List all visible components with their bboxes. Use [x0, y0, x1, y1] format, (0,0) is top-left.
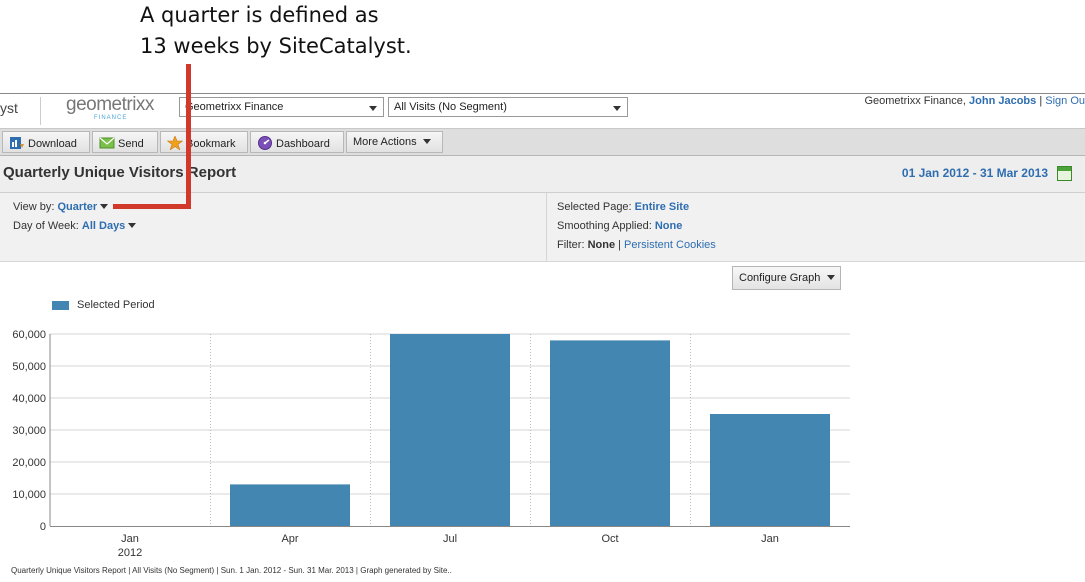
- graph-caption: Quarterly Unique Visitors Report | All V…: [11, 566, 452, 575]
- download-label: Download: [28, 138, 77, 150]
- brand-fragment: yst: [0, 100, 18, 116]
- x-tick-label: Jan: [121, 533, 139, 545]
- x-tick-label: Jul: [443, 533, 457, 545]
- filter-separator: |: [615, 239, 625, 251]
- view-by-option: View by: Quarter: [13, 201, 109, 213]
- user-area: Geometrixx Finance, John Jacobs | Sign O…: [864, 95, 1085, 107]
- date-range-link[interactable]: 01 Jan 2012 - 31 Mar 2013: [901, 166, 1048, 180]
- y-tick-label: 10,000: [12, 489, 46, 501]
- y-tick-label: 20,000: [12, 457, 46, 469]
- chevron-down-icon: [369, 106, 377, 111]
- y-tick-label: 40,000: [12, 393, 46, 405]
- segment-select[interactable]: All Visits (No Segment): [388, 97, 628, 117]
- y-tick-label: 60,000: [12, 329, 46, 341]
- report-title: Quarterly Unique Visitors Report: [3, 164, 237, 181]
- view-by-dropdown[interactable]: Quarter: [57, 201, 98, 213]
- annotation-callout: A quarter is defined as 13 weeks by Site…: [140, 0, 560, 62]
- configure-graph-button[interactable]: Configure Graph: [732, 266, 841, 290]
- filter-value: None: [587, 239, 616, 251]
- y-tick-label: 0: [40, 521, 46, 533]
- day-of-week-option: Day of Week: All Days: [13, 220, 137, 232]
- selected-page-link[interactable]: Entire Site: [634, 201, 690, 213]
- more-actions-button[interactable]: More Actions: [346, 131, 443, 153]
- send-label: Send: [118, 138, 144, 150]
- user-name-link[interactable]: John Jacobs: [969, 95, 1037, 107]
- more-actions-label: More Actions: [353, 136, 417, 148]
- chevron-down-icon[interactable]: [128, 223, 137, 228]
- dashboard-button[interactable]: Dashboard: [250, 131, 344, 153]
- y-tick-label: 30,000: [12, 425, 46, 437]
- smoothing-label: Smoothing Applied:: [557, 220, 655, 232]
- bar: [710, 414, 830, 526]
- callout-arrow-horizontal: [113, 204, 191, 209]
- user-company: Geometrixx Finance,: [864, 95, 970, 107]
- filter-label: Filter:: [557, 239, 588, 251]
- x-tick-label: 2012: [118, 547, 142, 559]
- day-of-week-dropdown[interactable]: All Days: [81, 220, 126, 232]
- filter-option: Filter: None | Persistent Cookies: [557, 239, 716, 251]
- bar-chart: 0 10,000 20,000 30,000 40,000 50,000 60,000 Jan…: [12, 329, 850, 559]
- callout-line-2: 13 weeks by SiteCatalyst.: [140, 34, 412, 58]
- chevron-down-icon: [613, 106, 621, 111]
- callout-line-1: A quarter is defined as: [140, 3, 379, 27]
- top-bar: yst geometrixx FINANCE Geometrixx Financ…: [0, 94, 1085, 128]
- bookmark-button[interactable]: Bookmark: [160, 131, 248, 153]
- callout-arrow-vertical: [186, 64, 191, 209]
- logo-text: geometrixx: [66, 94, 154, 115]
- sitecatalyst-window: yst geometrixx FINANCE Geometrixx Financ…: [0, 93, 1085, 582]
- report-suite-select[interactable]: Geometrixx Finance: [179, 97, 384, 117]
- star-icon: [166, 135, 184, 151]
- user-separator: |: [1036, 95, 1046, 107]
- sign-out-link[interactable]: Sign Ou: [1045, 95, 1085, 107]
- download-button[interactable]: Download: [2, 131, 90, 153]
- persistent-cookies-link[interactable]: Persistent Cookies: [624, 239, 716, 251]
- legend-label: Selected Period: [77, 299, 155, 311]
- chevron-down-icon[interactable]: [100, 204, 109, 209]
- segment-value: All Visits (No Segment): [394, 101, 507, 113]
- gauge-icon: [257, 136, 273, 150]
- report-header: Quarterly Unique Visitors Report 01 Jan …: [0, 156, 1085, 193]
- day-of-week-label: Day of Week:: [13, 220, 82, 232]
- x-tick-label: Oct: [601, 533, 618, 545]
- download-icon: [9, 136, 25, 150]
- selected-page-option: Selected Page: Entire Site: [557, 201, 689, 213]
- send-button[interactable]: Send: [92, 131, 158, 153]
- bookmark-label: Bookmark: [186, 138, 236, 150]
- report-suite-value: Geometrixx Finance: [185, 101, 284, 113]
- bar: [550, 340, 670, 526]
- x-tick-label: Apr: [281, 533, 298, 545]
- chevron-down-icon: [422, 139, 431, 144]
- action-toolbar: Download Send Bookmark Dashboard More Ac…: [0, 128, 1085, 156]
- smoothing-link[interactable]: None: [654, 220, 683, 232]
- bar: [390, 334, 510, 526]
- envelope-icon: [99, 136, 115, 150]
- configure-graph-label: Configure Graph: [739, 272, 821, 284]
- y-tick-label: 50,000: [12, 361, 46, 373]
- brand-divider: [40, 97, 41, 125]
- bar: [230, 484, 350, 526]
- chevron-down-icon: [827, 275, 836, 280]
- dashboard-label: Dashboard: [276, 138, 330, 150]
- geometrixx-logo: geometrixx FINANCE: [64, 94, 164, 124]
- logo-subtext: FINANCE: [94, 115, 128, 121]
- options-divider: [546, 193, 547, 262]
- legend-swatch: [52, 301, 69, 310]
- view-by-label: View by:: [13, 201, 58, 213]
- calendar-icon[interactable]: [1057, 166, 1072, 181]
- selected-page-label: Selected Page:: [557, 201, 635, 213]
- x-tick-label: Jan: [761, 533, 779, 545]
- smoothing-option: Smoothing Applied: None: [557, 220, 682, 232]
